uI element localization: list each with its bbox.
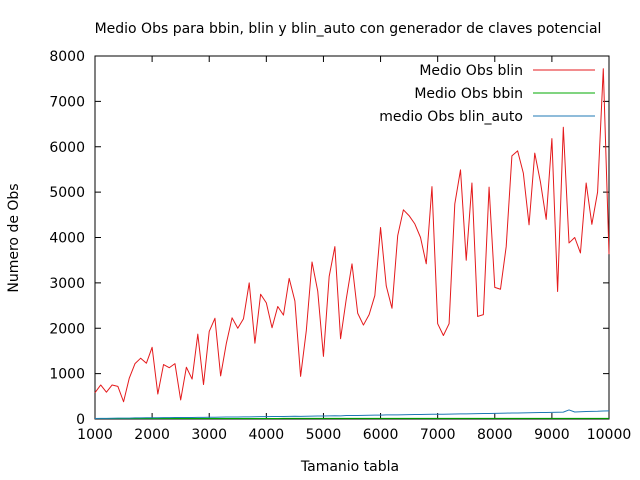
y-tick-label: 3000 xyxy=(49,276,85,292)
y-tick-label: 1000 xyxy=(49,367,85,383)
series-line-2 xyxy=(94,409,610,419)
y-tick-label: 7000 xyxy=(49,94,85,110)
legend-label-2: medio Obs blin_auto xyxy=(379,109,523,125)
legend: Medio Obs blin Medio Obs bbin medio Obs bl… xyxy=(379,63,595,125)
legend-label-1: Medio Obs bbin xyxy=(414,86,523,102)
x-tick-label: 10000 xyxy=(587,427,632,443)
chart-title: Medio Obs para bbin, blin y blin_auto co… xyxy=(95,21,602,37)
y-tick-label: 6000 xyxy=(49,140,85,156)
x-tick-label: 6000 xyxy=(363,427,399,443)
legend-label-0: Medio Obs blin xyxy=(419,63,523,79)
y-tick-label: 0 xyxy=(76,412,85,428)
y-tick-label: 2000 xyxy=(49,321,85,337)
x-tick-label: 8000 xyxy=(477,427,513,443)
x-tick-label: 3000 xyxy=(191,427,227,443)
x-tick-label: 1000 xyxy=(77,427,113,443)
plot-frame xyxy=(94,55,610,420)
x-tick-label: 5000 xyxy=(306,427,342,443)
x-tick-label: 2000 xyxy=(134,427,170,443)
y-tick-label: 4000 xyxy=(49,231,85,247)
plot-area: 1000 2000 3000 4000 5000 6000 7000 8000 9000 1000… xyxy=(49,49,631,443)
series-line-0 xyxy=(94,68,610,403)
y-axis-label: Numero de Obs xyxy=(6,183,22,292)
x-tick-label: 9000 xyxy=(534,427,570,443)
x-tick-label: 7000 xyxy=(420,427,456,443)
y-tick-label: 8000 xyxy=(49,49,85,65)
x-axis-label: Tamanio tabla xyxy=(300,459,399,475)
x-tick-label: 4000 xyxy=(249,427,285,443)
y-tick-label: 5000 xyxy=(49,185,85,201)
